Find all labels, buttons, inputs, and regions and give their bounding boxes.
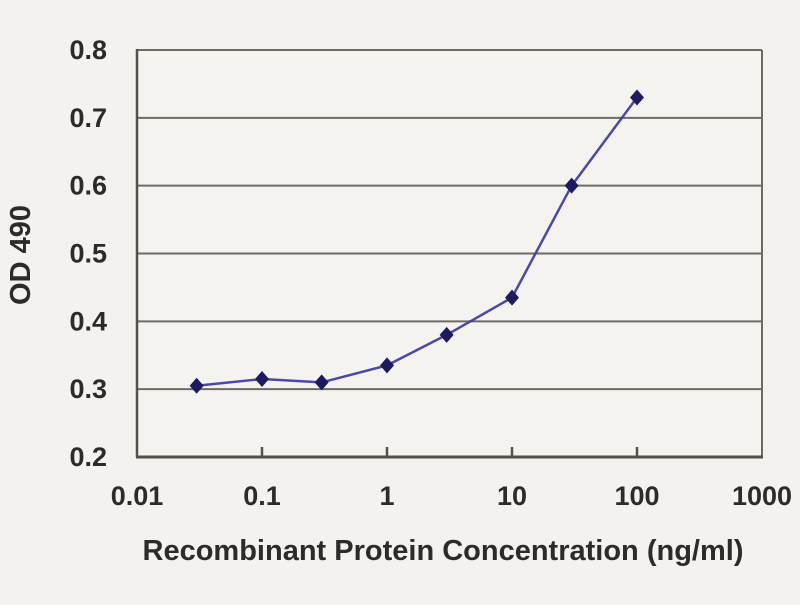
y-tick-label-0.8: 0.8 <box>69 35 107 65</box>
data-point-marker <box>255 370 269 387</box>
tick-labels: 0.01 0.1 1 10 100 1000 0.2 0.3 0.4 0.5 0.6 0.7 0.8 <box>69 35 792 511</box>
x-tick-label-1000: 1000 <box>732 481 792 511</box>
x-tick-label-0.01: 0.01 <box>111 481 164 511</box>
data-point-marker <box>505 289 519 306</box>
y-axis-title: OD 490 <box>5 205 37 305</box>
x-tick-label-100: 100 <box>614 481 659 511</box>
y-tick-label-0.7: 0.7 <box>69 103 107 133</box>
series-line <box>196 96 639 388</box>
x-tick-label-1: 1 <box>379 481 394 511</box>
x-axis-title: Recombinant Protein Concentration (ng/ml… <box>143 535 744 567</box>
data-point-marker <box>564 177 579 194</box>
data-point-marker <box>314 374 329 391</box>
y-tick-label-0.4: 0.4 <box>69 306 107 336</box>
gridlines <box>137 49 762 457</box>
data-point-marker <box>439 326 454 343</box>
axes <box>135 49 763 459</box>
x-tick-label-10: 10 <box>497 481 527 511</box>
x-tick-label-0.1: 0.1 <box>243 481 281 511</box>
data-series <box>189 89 644 394</box>
y-tick-label-0.3: 0.3 <box>69 374 107 404</box>
data-point-marker <box>630 89 644 106</box>
y-tick-label-0.6: 0.6 <box>69 171 107 201</box>
y-tick-label-0.2: 0.2 <box>69 442 107 472</box>
data-point-marker <box>189 377 204 394</box>
data-point-marker <box>380 357 394 374</box>
y-tick-label-0.5: 0.5 <box>69 239 107 269</box>
